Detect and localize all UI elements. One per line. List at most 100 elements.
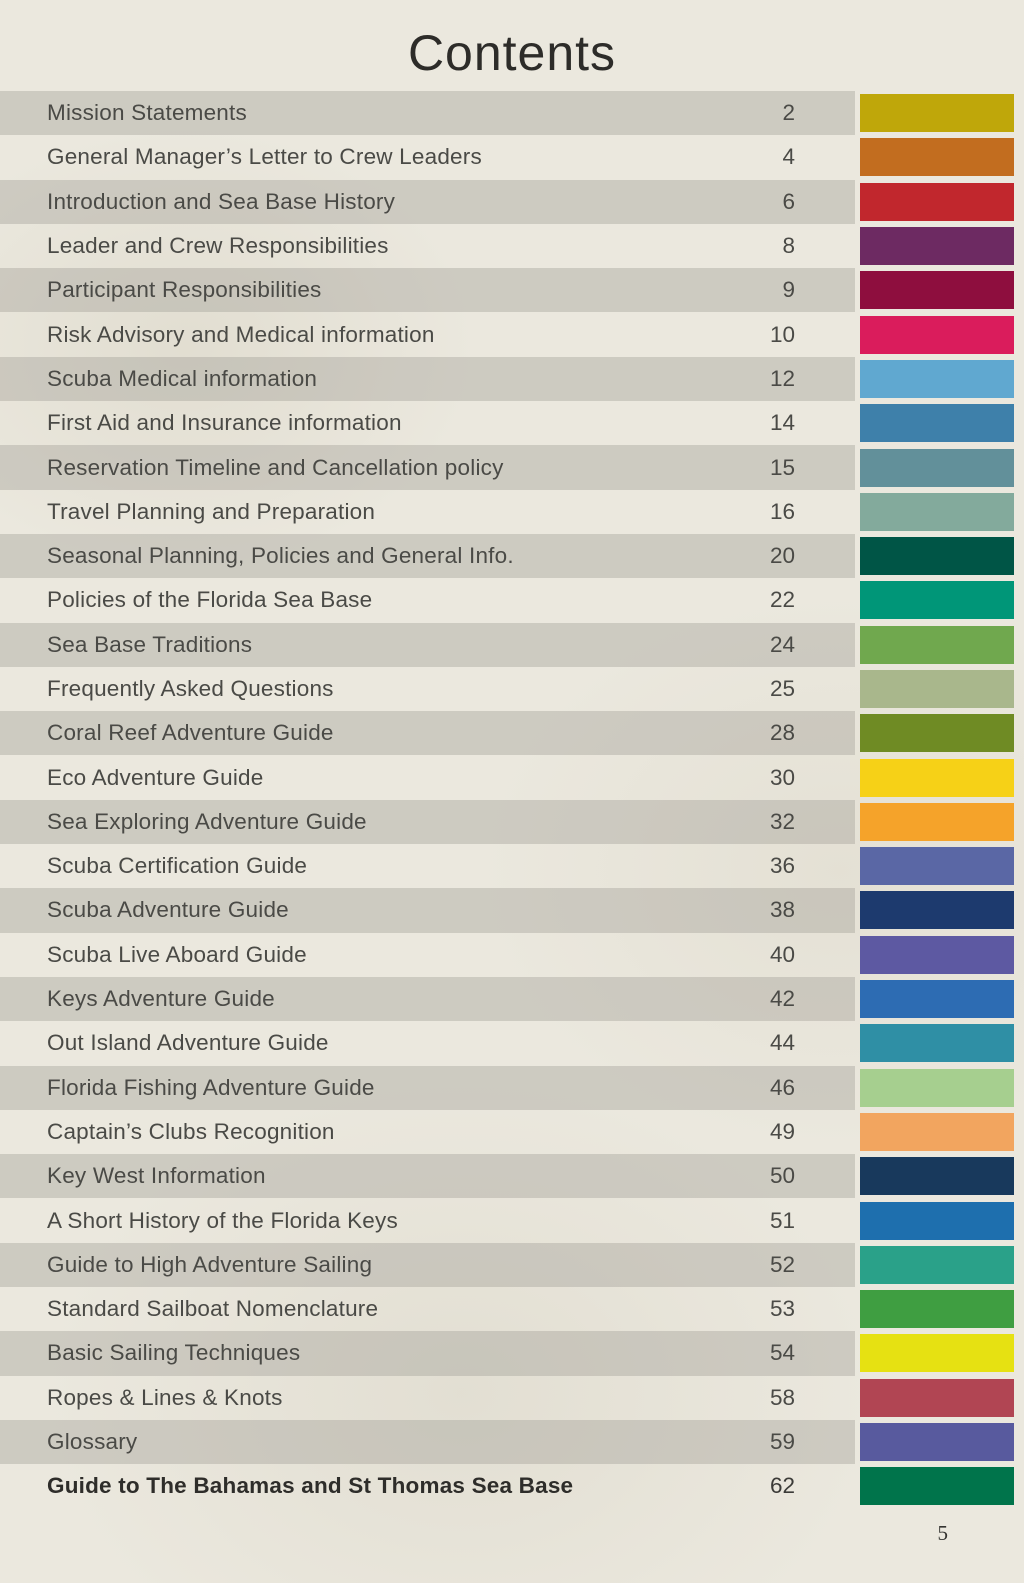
toc-row-main: Sea Exploring Adventure Guide 32 <box>0 799 855 845</box>
toc-row: Policies of the Florida Sea Base 22 <box>0 578 1024 622</box>
toc-row-main: Eco Adventure Guide 30 <box>0 755 855 799</box>
toc-entry-label: Travel Planning and Preparation <box>47 498 376 524</box>
toc-entry-page: 51 <box>769 1207 795 1233</box>
toc-entry-color-bar <box>860 315 1014 354</box>
toc-entry-color-bar <box>860 935 1014 974</box>
toc-row: Mission Statements 2 <box>0 91 1024 136</box>
toc-entry-page: 53 <box>769 1296 795 1322</box>
toc-row: First Aid and Insurance information 14 <box>0 401 1024 445</box>
toc-entry-bar-slot <box>860 933 1014 977</box>
toc-entry-page: 10 <box>769 321 795 347</box>
toc-row-main: Seasonal Planning, Policies and General … <box>0 533 855 579</box>
toc-entry-color-bar <box>860 404 1014 443</box>
toc-entry-page: 32 <box>769 808 795 834</box>
toc-entry-bar-slot <box>860 888 1014 932</box>
toc-entry-bar-slot <box>860 224 1014 268</box>
toc-entry-label: Scuba Adventure Guide <box>47 897 289 923</box>
toc-row-main: Guide to The Bahamas and St Thomas Sea B… <box>0 1464 855 1508</box>
toc-entry-bar-slot <box>860 445 1014 489</box>
toc-entry-label: Glossary <box>47 1429 138 1455</box>
toc-row-main: Scuba Live Aboard Guide 40 <box>0 933 855 977</box>
toc-row-main: Keys Adventure Guide 42 <box>0 976 855 1022</box>
toc-row-main: Coral Reef Adventure Guide 28 <box>0 711 855 756</box>
toc-entry-color-bar <box>860 448 1014 487</box>
toc-entry-color-bar <box>860 980 1014 1019</box>
toc-entry-label: Ropes & Lines & Knots <box>47 1384 283 1410</box>
toc-row: Standard Sailboat Nomenclature 53 <box>0 1287 1024 1331</box>
toc-entry-color-bar <box>860 1112 1014 1151</box>
toc-entry-label: Sea Base Traditions <box>47 631 253 657</box>
toc-entry-bar-slot <box>860 800 1014 844</box>
toc-row-main: Mission Statements 2 <box>0 91 855 136</box>
toc-entry-bar-slot <box>860 1464 1014 1508</box>
toc-entry-color-bar <box>860 625 1014 664</box>
toc-entry-bar-slot <box>860 1154 1014 1198</box>
toc-entry-color-bar <box>860 670 1014 708</box>
toc-entry-bar-slot <box>860 268 1014 312</box>
toc-row: Key West Information 50 <box>0 1154 1024 1199</box>
toc-entry-page: 52 <box>769 1251 795 1277</box>
toc-entry-label: Out Island Adventure Guide <box>47 1030 329 1056</box>
toc-row: General Manager’s Letter to Crew Leaders… <box>0 135 1024 179</box>
toc-entry-page: 62 <box>769 1473 795 1499</box>
toc-entry-bar-slot <box>860 534 1014 578</box>
toc-row-main: Key West Information 50 <box>0 1154 855 1199</box>
toc-row-main: First Aid and Insurance information 14 <box>0 401 855 445</box>
toc-entry-label: Florida Fishing Adventure Guide <box>47 1074 375 1100</box>
page-title: Contents <box>407 25 617 81</box>
toc-row: Keys Adventure Guide 42 <box>0 976 1024 1022</box>
toc-row-main: Reservation Timeline and Cancellation po… <box>0 445 855 490</box>
toc-row: Basic Sailing Techniques 54 <box>0 1331 1024 1376</box>
toc-row-main: Travel Planning and Preparation 16 <box>0 490 855 534</box>
toc-row-main: Leader and Crew Responsibilities 8 <box>0 224 855 268</box>
toc-row: Reservation Timeline and Cancellation po… <box>0 445 1024 490</box>
toc-entry-color-bar <box>860 359 1014 398</box>
toc-entry-label: Eco Adventure Guide <box>47 764 264 790</box>
toc-entry-page: 30 <box>769 764 795 790</box>
toc-entry-bar-slot <box>860 977 1014 1021</box>
toc-entry-color-bar <box>860 492 1014 531</box>
toc-entry-bar-slot <box>860 490 1014 534</box>
toc-entry-label: Mission Statements <box>47 100 247 126</box>
toc-entry-page: 16 <box>769 498 795 524</box>
toc-entry-label: Captain’s Clubs Recognition <box>47 1118 335 1144</box>
toc-entry-color-bar <box>860 227 1014 266</box>
footer-page-number: 5 <box>937 1521 949 1545</box>
toc-row-main: Florida Fishing Adventure Guide 46 <box>0 1065 855 1110</box>
toc-entry-color-bar <box>860 1423 1014 1462</box>
toc-entry-label: Standard Sailboat Nomenclature <box>47 1296 379 1322</box>
toc-row: Eco Adventure Guide 30 <box>0 755 1024 799</box>
toc-entry-label: Policies of the Florida Sea Base <box>47 587 373 613</box>
toc-row: Scuba Adventure Guide 38 <box>0 888 1024 933</box>
toc-entry-bar-slot <box>860 1376 1014 1420</box>
toc-entry-label: Keys Adventure Guide <box>47 986 275 1012</box>
toc-entry-bar-slot <box>860 623 1014 667</box>
toc-entry-page: 40 <box>769 941 795 967</box>
toc-row-main: General Manager’s Letter to Crew Leaders… <box>0 135 855 179</box>
toc-entry-page: 8 <box>782 233 795 259</box>
toc-row: Leader and Crew Responsibilities 8 <box>0 224 1024 268</box>
toc-row-main: Scuba Adventure Guide 38 <box>0 888 855 933</box>
toc-entry-label: Guide to High Adventure Sailing <box>47 1251 373 1277</box>
toc-row: Glossary 59 <box>0 1419 1024 1465</box>
toc-entry-label: General Manager’s Letter to Crew Leaders <box>47 144 482 170</box>
toc-entry-page: 44 <box>769 1030 795 1056</box>
toc-entry-bar-slot <box>860 1287 1014 1331</box>
toc-entry-color-bar <box>860 1378 1014 1417</box>
toc-entry-page: 22 <box>769 587 795 613</box>
toc-entry-bar-slot <box>860 357 1014 401</box>
toc-entry-label: Basic Sailing Techniques <box>47 1340 301 1366</box>
toc-entry-color-bar <box>860 847 1014 886</box>
toc-entry-bar-slot <box>860 312 1014 356</box>
toc-entry-page: 6 <box>782 188 795 214</box>
toc-entry-page: 59 <box>769 1429 795 1455</box>
toc-row: Seasonal Planning, Policies and General … <box>0 533 1024 579</box>
toc-entry-page: 42 <box>769 986 795 1012</box>
toc-entry-page: 2 <box>782 100 795 126</box>
toc-entry-bar-slot <box>860 135 1014 179</box>
toc-entry-bar-slot <box>860 1420 1014 1464</box>
toc-entry-bar-slot <box>860 578 1014 622</box>
toc-entry-label: A Short History of the Florida Keys <box>47 1207 398 1233</box>
toc-entry-color-bar <box>860 1334 1014 1373</box>
toc-row: Captain’s Clubs Recognition 49 <box>0 1110 1024 1154</box>
